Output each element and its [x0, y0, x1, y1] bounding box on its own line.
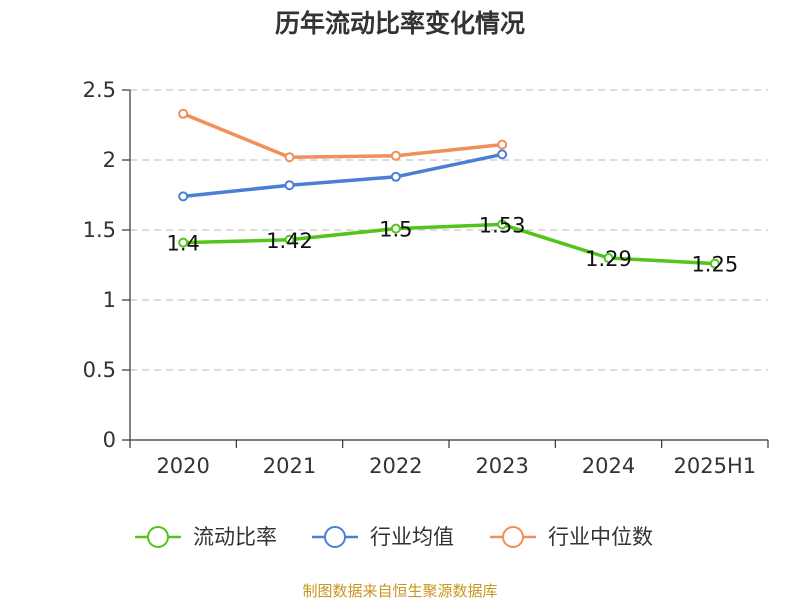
legend-item[interactable]: 行业均值 [312, 525, 454, 549]
x-tick-label: 2021 [263, 454, 316, 478]
series-1 [178, 149, 508, 202]
data-label: 1.42 [266, 229, 313, 253]
chart-title: 历年流动比率变化情况 [275, 9, 525, 38]
series-0: 1.4 1.42 1.5 1.53 1.29 1.25 [166, 213, 738, 276]
legend-marker [502, 526, 524, 548]
legend-marker [324, 526, 346, 548]
y-tick-label: 0 [103, 428, 116, 452]
data-point[interactable] [390, 150, 401, 161]
data-label: 1.4 [166, 232, 199, 256]
data-point[interactable] [603, 253, 614, 263]
data-point[interactable] [178, 108, 189, 119]
series-line [183, 222, 715, 266]
data-point[interactable] [284, 152, 295, 163]
x-tick-label: 2025H1 [674, 454, 757, 478]
data-point[interactable] [178, 237, 189, 248]
data-label: 1.25 [691, 253, 738, 277]
x-tick-label: 2023 [475, 454, 528, 478]
data-label: 1.53 [479, 213, 526, 237]
legend-label: 流动比率 [193, 525, 277, 549]
legend-marker [147, 526, 169, 548]
y-tick-label: 1.5 [83, 218, 116, 242]
y-axis: 0 0.5 1 1.5 2 2.5 [83, 78, 131, 452]
data-point[interactable] [390, 223, 401, 234]
data-point[interactable] [497, 139, 508, 150]
legend-item[interactable]: 流动比率 [135, 525, 277, 549]
x-axis: 2020 2021 2022 2023 2024 2025H1 [129, 439, 769, 478]
x-tick-label: 2020 [156, 454, 209, 478]
series-2 [178, 108, 508, 163]
data-point[interactable] [709, 258, 720, 269]
y-tick-label: 0.5 [83, 358, 116, 382]
data-point[interactable] [284, 234, 295, 245]
y-tick-label: 2.5 [83, 78, 116, 102]
grid-lines [130, 89, 768, 371]
data-point[interactable] [390, 171, 401, 182]
series-line [182, 112, 503, 159]
data-point[interactable] [284, 180, 295, 191]
x-tick-label: 2024 [582, 454, 635, 478]
y-tick-label: 1 [103, 288, 116, 312]
data-point[interactable] [497, 219, 508, 230]
legend-label: 行业均值 [370, 525, 454, 549]
series-group: 1.4 1.42 1.5 1.53 1.29 1.25 [166, 108, 738, 277]
legend-item[interactable]: 行业中位数 [490, 525, 653, 549]
y-tick-label: 2 [103, 148, 116, 172]
data-label: 1.29 [585, 247, 632, 271]
legend-label: 行业中位数 [548, 525, 653, 549]
data-point[interactable] [497, 149, 508, 160]
legend: 流动比率 行业均值 行业中位数 [135, 525, 653, 549]
series-line [182, 152, 503, 199]
source-note: 制图数据来自恒生聚源数据库 [302, 582, 497, 600]
x-tick-label: 2022 [369, 454, 422, 478]
data-label: 1.5 [379, 218, 412, 242]
data-point[interactable] [178, 191, 189, 202]
